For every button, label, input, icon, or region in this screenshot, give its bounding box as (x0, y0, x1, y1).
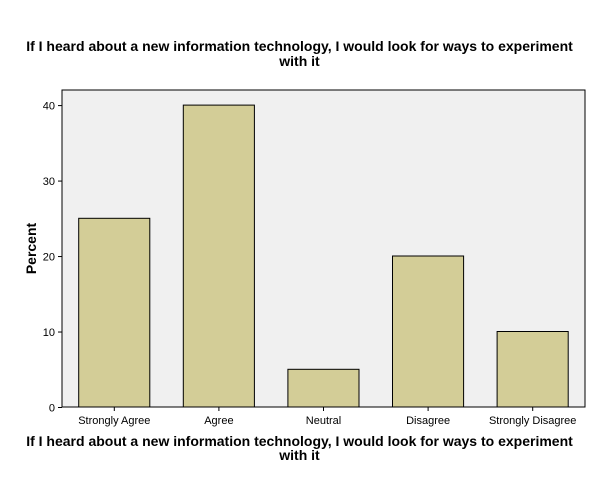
y-tick-label: 10 (43, 327, 55, 339)
x-tick-label: Strongly Disagree (489, 415, 576, 427)
bar (496, 331, 569, 408)
y-tick-label: 30 (43, 176, 55, 188)
bar (182, 104, 255, 408)
x-tick-label: Agree (204, 415, 233, 427)
bar (78, 217, 151, 408)
bar (287, 368, 360, 408)
y-axis-title: Percent (23, 222, 39, 274)
x-tick-label: Neutral (306, 415, 341, 427)
x-axis: Strongly Agree Agree Neutral Disagree Strong… (78, 407, 576, 427)
x-tick-label: Strongly Agree (78, 415, 150, 427)
y-tick-label: 20 (43, 252, 55, 264)
bar (392, 255, 465, 408)
bars-group (78, 104, 569, 408)
x-tick-label: Disagree (406, 415, 450, 427)
y-tick-label: 0 (49, 403, 55, 415)
y-axis: 0 10 20 30 40 (43, 101, 62, 415)
x-axis-title: If I heard about a new information techn… (26, 433, 573, 463)
y-tick-label: 40 (43, 101, 55, 113)
chart-title: If I heard about a new information techn… (26, 38, 573, 69)
